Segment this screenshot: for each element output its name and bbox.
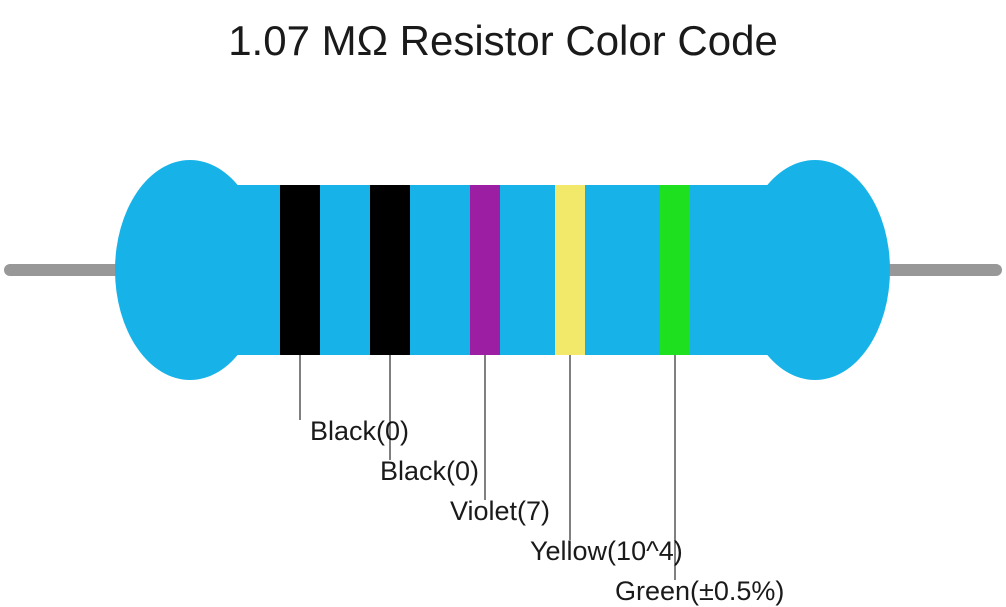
resistor-band-3	[470, 185, 500, 355]
diagram-title: 1.07 MΩ Resistor Color Code	[228, 17, 778, 64]
resistor-band-2	[370, 185, 410, 355]
band-label-5: Green(±0.5%)	[615, 576, 784, 606]
band-label-1: Black(0)	[310, 416, 409, 446]
band-label-2: Black(0)	[380, 456, 479, 486]
resistor-band-5	[660, 185, 690, 355]
resistor-body	[115, 160, 890, 380]
band-label-4: Yellow(10^4)	[530, 536, 683, 566]
band-label-3: Violet(7)	[450, 496, 550, 526]
resistor-band-4	[555, 185, 585, 355]
resistor-band-1	[280, 185, 320, 355]
